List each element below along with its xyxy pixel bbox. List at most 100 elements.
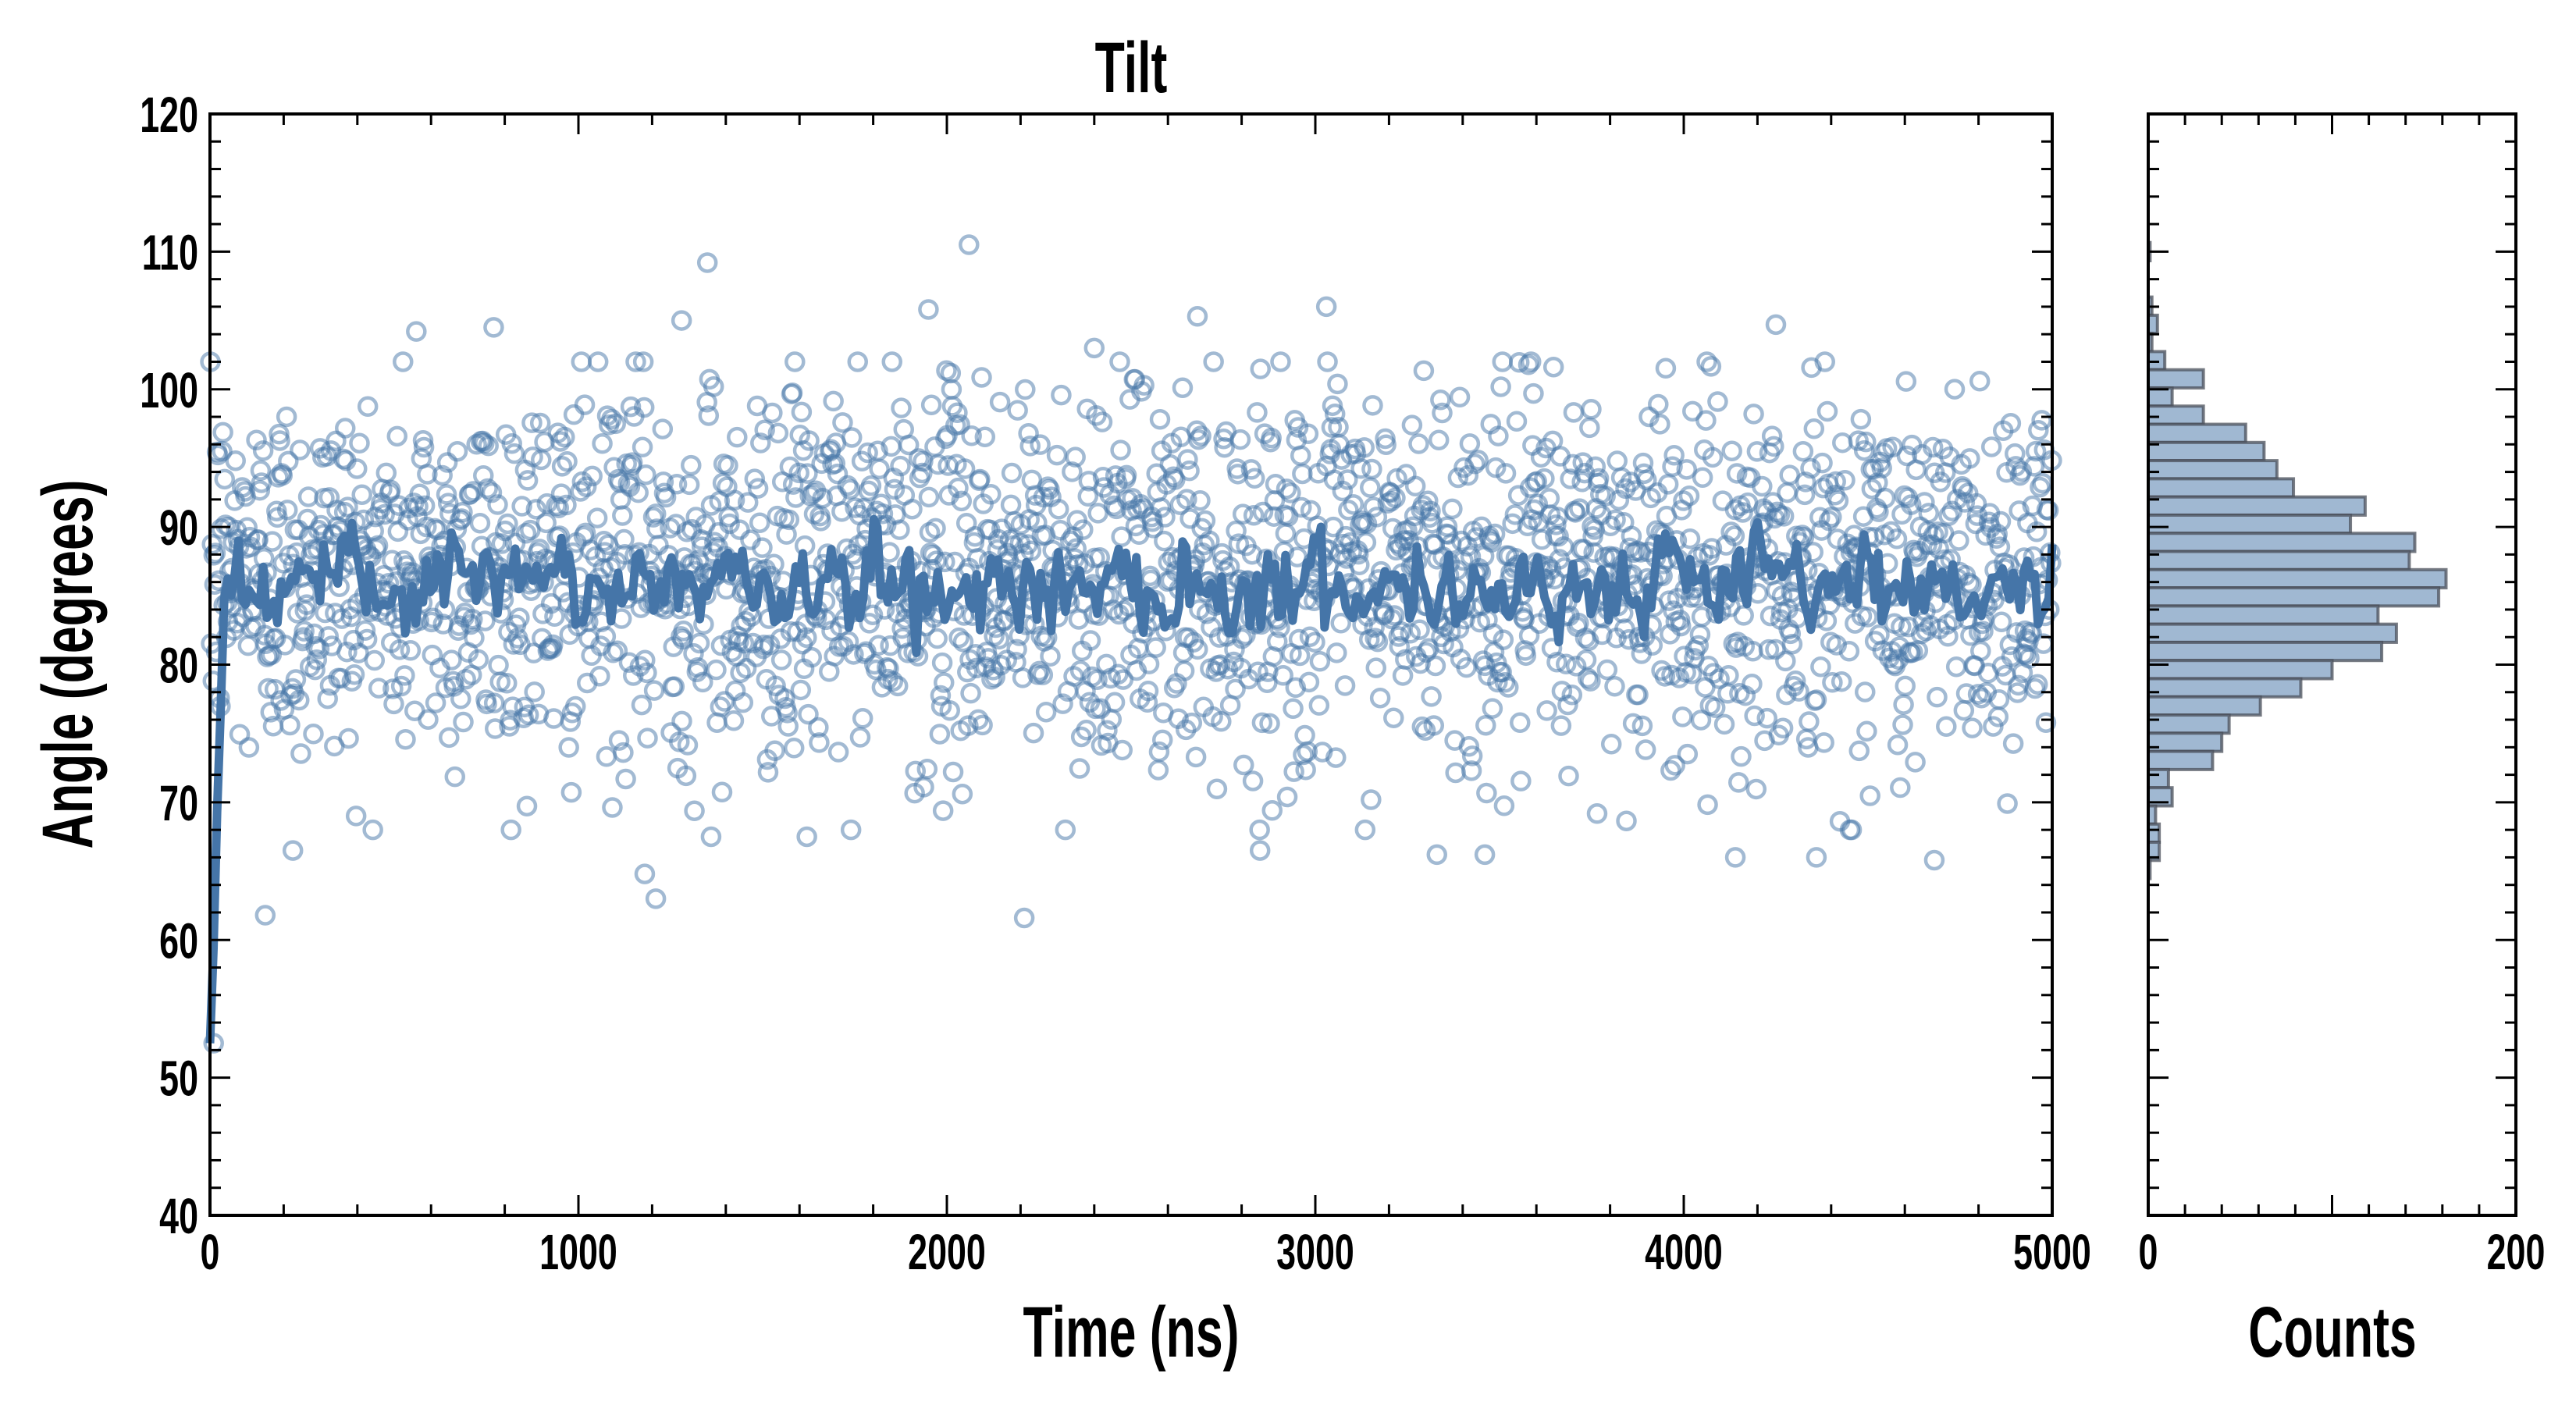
scatter-point <box>1970 640 1991 662</box>
scatter-point <box>947 402 968 423</box>
scatter-point <box>1672 706 1693 727</box>
scatter-point <box>254 624 276 646</box>
scatter-point <box>1261 800 1283 821</box>
scatter-point <box>250 460 272 482</box>
scatter-point <box>2037 500 2059 521</box>
scatter-point <box>882 670 904 692</box>
scatter-point <box>890 455 911 477</box>
scatter-point <box>1534 468 1555 489</box>
scatter-point <box>254 905 276 926</box>
scatter-point <box>414 495 436 517</box>
scatter-point <box>550 431 571 452</box>
scatter-point <box>1115 464 1137 486</box>
scatter-point <box>1030 434 1051 455</box>
scatter-point <box>1484 523 1506 545</box>
scatter-point <box>389 639 411 660</box>
scatter-point <box>878 658 899 679</box>
scatter-point <box>1023 722 1044 744</box>
scatter-point <box>1337 469 1358 490</box>
scatter-point <box>1803 418 1825 439</box>
scatter-point <box>1299 626 1321 648</box>
scatter-point <box>1020 540 1042 562</box>
scatter-point <box>554 426 575 448</box>
scatter-point <box>535 512 557 534</box>
histogram-bar <box>2147 440 2266 463</box>
scatter-point <box>1874 487 1896 509</box>
scatter-point <box>1035 701 1057 723</box>
scatter-point <box>1838 641 1860 662</box>
scatter-point <box>1275 523 1297 544</box>
scatter-point <box>1506 411 1528 432</box>
scatter-point <box>334 418 356 439</box>
scatter-point <box>1655 357 1677 379</box>
scatter-point <box>759 635 781 656</box>
scatter-point <box>750 432 771 454</box>
scatter-point <box>1104 692 1126 713</box>
scatter-point <box>1149 408 1171 430</box>
scatter-point <box>406 321 427 342</box>
scatter-point <box>1055 819 1076 841</box>
scatter-point <box>1148 741 1170 763</box>
scatter-point <box>1330 613 1351 634</box>
scatter-point <box>1859 785 1880 806</box>
scatter-point <box>1280 482 1301 503</box>
scatter-point <box>1101 709 1123 730</box>
scatter-point <box>1244 468 1265 489</box>
scatter-point <box>1556 653 1577 675</box>
scatter-point <box>808 717 829 738</box>
scatter-point <box>2031 410 2052 431</box>
histogram-bar <box>2147 713 2231 735</box>
scatter-point <box>1147 759 1169 781</box>
scatter-point <box>1831 670 1852 692</box>
scatter-point <box>767 422 789 444</box>
scatter-point <box>1664 755 1685 776</box>
scatter-point <box>1257 672 1278 694</box>
scatter-point <box>387 521 409 542</box>
scatter-point <box>752 537 773 558</box>
scatter-point <box>397 510 418 531</box>
scatter-point <box>1557 694 1578 716</box>
scatter-point <box>1385 487 1406 509</box>
scatter-point <box>1087 503 1108 524</box>
scatter-point <box>1800 457 1821 479</box>
scatter-point <box>444 766 466 788</box>
scatter-point <box>652 418 674 439</box>
scatter-point <box>954 458 976 479</box>
scatter-point <box>1580 670 1601 692</box>
scatter-point <box>1784 670 1806 692</box>
scatter-point <box>393 351 414 372</box>
scatter-point <box>524 681 545 702</box>
scatter-point <box>1577 667 1599 689</box>
scatter-point <box>1261 427 1282 449</box>
scatter-point <box>571 351 592 372</box>
scatter-point <box>367 535 389 557</box>
y-tick-label: 120 <box>140 87 198 143</box>
scatter-point <box>1493 629 1514 650</box>
y-tick-label: 70 <box>159 775 198 831</box>
scatter-point <box>2028 419 2049 441</box>
scatter-point <box>2025 440 2047 462</box>
scatter-point <box>1922 436 1944 458</box>
scatter-point <box>1827 490 1849 511</box>
scatter-point <box>1518 625 1540 646</box>
scatter-point <box>671 710 692 732</box>
scatter-point <box>1474 844 1496 866</box>
scatter-point <box>791 401 813 423</box>
histogram-bar <box>2147 368 2205 389</box>
scatter-point <box>501 432 522 454</box>
scatter-point <box>934 551 955 573</box>
scatter-point <box>212 422 233 443</box>
scatter-point <box>1091 411 1113 432</box>
scatter-point <box>1485 457 1507 478</box>
scatter-point <box>1886 528 1908 550</box>
scatter-point <box>592 433 613 454</box>
scatter-point <box>353 509 375 531</box>
scatter-point <box>1383 707 1404 728</box>
scatter-point <box>247 529 269 550</box>
scatter-point <box>285 669 307 690</box>
scatter-point <box>1289 645 1311 667</box>
scatter-point <box>1487 671 1508 693</box>
scatter-point <box>879 542 900 563</box>
scatter-point <box>841 427 863 448</box>
